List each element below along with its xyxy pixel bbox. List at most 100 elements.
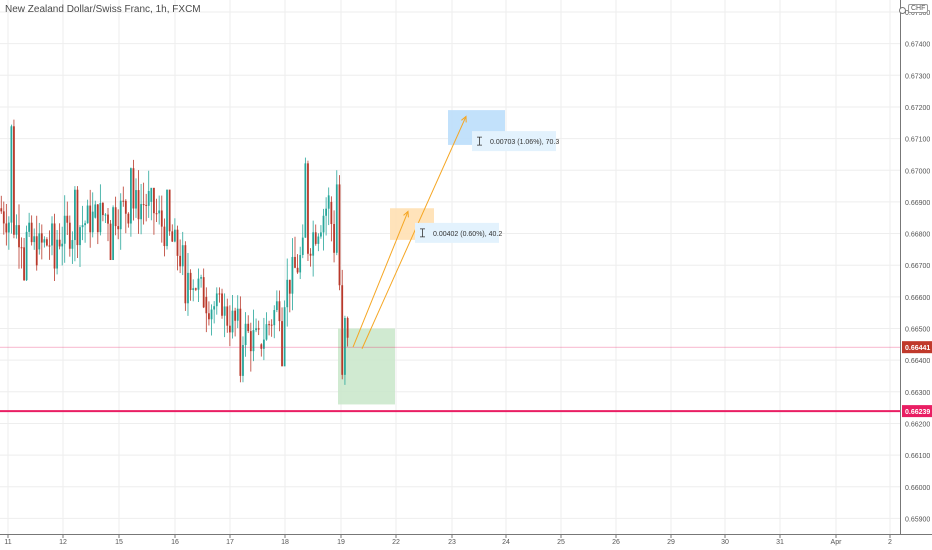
candle-body	[84, 223, 86, 226]
candle-body	[255, 328, 257, 331]
candle-body	[312, 232, 315, 256]
candle-body	[208, 313, 210, 320]
candle-body	[68, 222, 71, 249]
candle-body	[171, 231, 174, 242]
candle-body	[307, 163, 309, 254]
candle-body	[20, 247, 23, 249]
candle-body	[23, 247, 25, 281]
candle-body	[104, 214, 107, 216]
measure-label-bg	[415, 222, 499, 243]
candle-body	[66, 215, 69, 223]
candle-body	[96, 204, 99, 233]
arrow-to-target-2-head	[461, 115, 467, 123]
candle-body	[218, 293, 221, 295]
time-tick-label: 2	[888, 539, 892, 546]
candle-body	[48, 245, 51, 247]
price-tick-label: 0.66600	[905, 295, 930, 302]
measure-label-bg	[472, 131, 556, 152]
currency-toggle-icon[interactable]	[899, 7, 906, 14]
candle-body	[114, 207, 117, 227]
time-tick-label: 30	[721, 539, 729, 546]
candle-body	[247, 323, 250, 332]
time-tick-label: 16	[171, 539, 179, 546]
price-tick-label: 0.67000	[905, 168, 930, 175]
candle-body	[79, 227, 81, 246]
currency-badge[interactable]: CHF	[908, 4, 929, 13]
time-tick-label: 22	[392, 539, 400, 546]
candle-body	[194, 288, 197, 290]
candle-body	[189, 272, 192, 291]
candle-body	[28, 222, 31, 232]
candle-body	[109, 223, 112, 261]
candle-body	[10, 126, 13, 223]
candle-body	[296, 267, 299, 273]
projection-arrows[interactable]	[352, 115, 467, 349]
price-lines[interactable]	[0, 346, 900, 413]
candles	[0, 119, 349, 385]
price-tick-label: 0.67400	[905, 42, 930, 49]
candle-body	[153, 187, 155, 214]
candle-body	[176, 229, 179, 256]
candle-body	[325, 208, 328, 216]
candle-body	[112, 207, 114, 261]
candle-body	[56, 239, 58, 269]
candle-body	[25, 231, 28, 281]
candle-body	[257, 328, 260, 330]
candle-body	[236, 308, 239, 321]
candle-body	[299, 254, 302, 273]
time-tick-label: 26	[612, 539, 620, 546]
price-tick-label: 0.67200	[905, 105, 930, 112]
time-tick-label: 29	[667, 539, 675, 546]
measure-icon	[477, 136, 482, 146]
candle-body	[283, 307, 286, 367]
candle-body	[226, 306, 229, 326]
price-tick-label: 0.66200	[905, 421, 930, 428]
price-tick-label: 0.65900	[905, 516, 930, 523]
candle-body	[333, 224, 335, 253]
candle-body	[43, 239, 46, 243]
candle-body	[294, 256, 296, 268]
candle-body	[33, 236, 36, 243]
candle-body	[40, 233, 43, 243]
arrow-to-target-1[interactable]	[352, 211, 409, 348]
arrow-to-target-2[interactable]	[361, 116, 467, 349]
time-tick-label: 19	[337, 539, 345, 546]
candle-body	[249, 331, 252, 352]
candle-body	[317, 236, 320, 244]
candle-body	[46, 239, 48, 246]
candle-body	[322, 215, 325, 233]
price-tick-label: 0.66800	[905, 232, 930, 239]
candle-body	[150, 187, 153, 202]
time-tick-label: 11	[4, 539, 11, 546]
candle-body	[210, 309, 213, 320]
candle-body	[288, 279, 291, 294]
position-zones[interactable]	[338, 110, 505, 405]
candle-body	[223, 306, 226, 316]
candle-body	[346, 318, 349, 338]
price-axis[interactable]: 0.67500 0.67400 0.67300 0.67200 0.67100 0.670…	[902, 10, 932, 523]
candle-body	[158, 210, 161, 214]
candle-body	[13, 126, 15, 235]
candle-body	[179, 255, 182, 267]
price-marker-label: 0.66441	[905, 345, 930, 352]
time-tick-label: 25	[557, 539, 565, 546]
candle-body	[81, 225, 84, 228]
time-axis[interactable]: 11 12 15 16 17 18 19 22 23 24 25 26 29 30 31 Apr 2	[4, 534, 892, 546]
candle-body	[231, 310, 234, 333]
price-tick-label: 0.66400	[905, 358, 930, 365]
candle-body	[262, 339, 265, 349]
candle-body	[102, 203, 104, 216]
candle-body	[140, 204, 142, 220]
time-tick-label: Apr	[831, 539, 843, 546]
candle-body	[221, 293, 223, 316]
time-tick-label: 15	[115, 539, 123, 546]
candle-body	[268, 324, 270, 326]
candle-body	[91, 211, 94, 233]
candle-body	[320, 232, 322, 237]
candle-body	[38, 233, 41, 250]
time-tick-label: 24	[502, 539, 510, 546]
candle-body	[74, 189, 76, 241]
price-tick-label: 0.66100	[905, 453, 930, 460]
candle-body	[173, 229, 176, 242]
